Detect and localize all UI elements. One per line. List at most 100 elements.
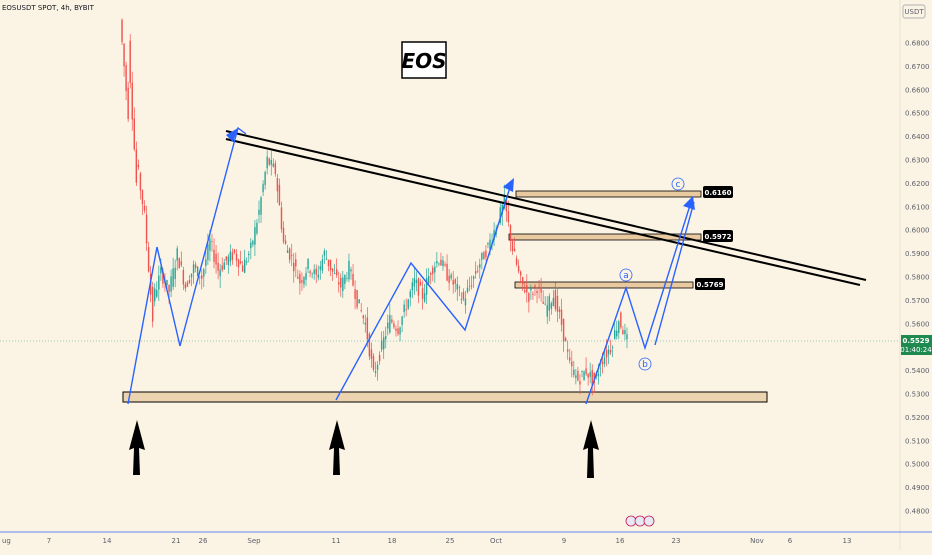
candle-body xyxy=(325,258,328,260)
candle-body xyxy=(397,328,399,335)
candle-body xyxy=(421,288,424,299)
candle-body xyxy=(252,240,254,245)
wave-path-1[interactable] xyxy=(127,126,247,405)
candle-body xyxy=(609,350,612,353)
candle-body xyxy=(577,370,579,381)
candle-body xyxy=(378,354,381,362)
candle-body xyxy=(599,368,602,370)
candle-body xyxy=(154,288,156,302)
wave-label-c: c xyxy=(671,177,685,191)
candle-body xyxy=(129,40,131,83)
candle-body xyxy=(548,296,551,311)
time-axis[interactable]: ug 7 14 21 26 Sep 11 18 25 Oct 9 16 23 Nov 6 13 xyxy=(2,537,851,545)
candle-body xyxy=(250,242,252,249)
candle-body xyxy=(344,275,346,284)
candle-body xyxy=(286,250,289,254)
wave-arrowhead-3 xyxy=(683,196,695,210)
x-tick-label: Oct xyxy=(490,537,502,545)
up-arrow-2 xyxy=(329,420,345,475)
candle-body xyxy=(515,258,518,265)
wave-path-2[interactable] xyxy=(335,180,513,401)
wave-path-3[interactable] xyxy=(585,198,693,405)
candle-body xyxy=(364,322,367,325)
candle-body xyxy=(552,297,555,307)
wave-path-4[interactable] xyxy=(654,201,695,346)
candle-body xyxy=(438,263,440,265)
candle-body xyxy=(526,285,528,293)
candle-body xyxy=(616,330,618,337)
candle-body xyxy=(162,271,164,284)
candle-body xyxy=(536,290,538,294)
candle-body xyxy=(442,260,444,267)
candle-body xyxy=(272,163,275,167)
candle-body xyxy=(564,337,567,342)
trend-line-lower[interactable] xyxy=(225,138,861,286)
candle-body xyxy=(207,244,209,261)
candle-body xyxy=(127,87,129,120)
chart-title: EOS xyxy=(401,49,446,73)
candle-body xyxy=(452,280,454,285)
up-arrow-3 xyxy=(583,420,599,478)
candle-body xyxy=(217,262,219,271)
candles xyxy=(121,18,628,396)
candle-body xyxy=(256,222,258,234)
candle-body xyxy=(460,299,463,301)
candle-body xyxy=(505,199,508,212)
candle-body xyxy=(151,286,154,322)
candle-body xyxy=(315,268,317,275)
symbol-header: EOSUSDT SPOT, 4h, BYBIT xyxy=(2,4,95,12)
candle-body xyxy=(194,264,197,269)
candle-body xyxy=(362,315,364,319)
current-price-badge: 0.5529 01:40:24 xyxy=(900,335,932,355)
candle-body xyxy=(170,276,172,292)
candle-body xyxy=(284,240,287,244)
candle-body xyxy=(174,267,176,279)
resistance-zone-3 xyxy=(514,281,694,289)
candle-body xyxy=(184,284,187,289)
candle-body xyxy=(571,361,573,367)
candle-body xyxy=(593,372,595,383)
price-axis[interactable]: 0.6800 0.6700 0.6600 0.6500 0.6400 0.6300 0.62… xyxy=(905,40,930,516)
candle-body xyxy=(346,278,348,279)
candle-body xyxy=(374,371,377,373)
trend-line-upper[interactable] xyxy=(225,130,867,281)
wave-arrowhead-1 xyxy=(226,128,238,142)
currency-badge[interactable]: USDT xyxy=(902,4,926,19)
candle-body xyxy=(260,197,262,215)
candle-body xyxy=(137,164,140,168)
candle-body xyxy=(436,260,438,264)
candle-body xyxy=(517,265,520,272)
candle-body xyxy=(276,178,279,192)
candle-body xyxy=(358,299,360,304)
svg-text:0.5769: 0.5769 xyxy=(696,281,723,289)
candle-body xyxy=(534,285,536,288)
candle-body xyxy=(558,309,561,312)
candle-body xyxy=(556,296,559,312)
x-tick-label: ug xyxy=(2,537,11,545)
candle-body xyxy=(391,319,393,323)
candle-body xyxy=(225,256,227,261)
candle-body xyxy=(579,381,581,385)
support-zone xyxy=(122,391,768,403)
candle-body xyxy=(440,259,442,266)
candle-body xyxy=(266,156,268,169)
event-flags[interactable] xyxy=(625,515,655,527)
candle-body xyxy=(456,283,459,290)
candle-body xyxy=(293,262,295,272)
candle-body xyxy=(229,251,232,262)
candle-body xyxy=(141,190,144,205)
candle-body xyxy=(587,373,589,378)
candle-body xyxy=(417,278,420,296)
candle-body xyxy=(409,291,411,298)
candle-body xyxy=(156,290,158,297)
candle-body xyxy=(538,286,540,288)
candle-body xyxy=(434,266,436,273)
candle-body xyxy=(544,303,546,305)
candle-body xyxy=(413,278,416,287)
candle-body xyxy=(131,82,133,120)
y-tick-label: 0.5300 xyxy=(905,391,930,399)
candle-body xyxy=(493,230,495,240)
candle-body xyxy=(186,282,189,287)
